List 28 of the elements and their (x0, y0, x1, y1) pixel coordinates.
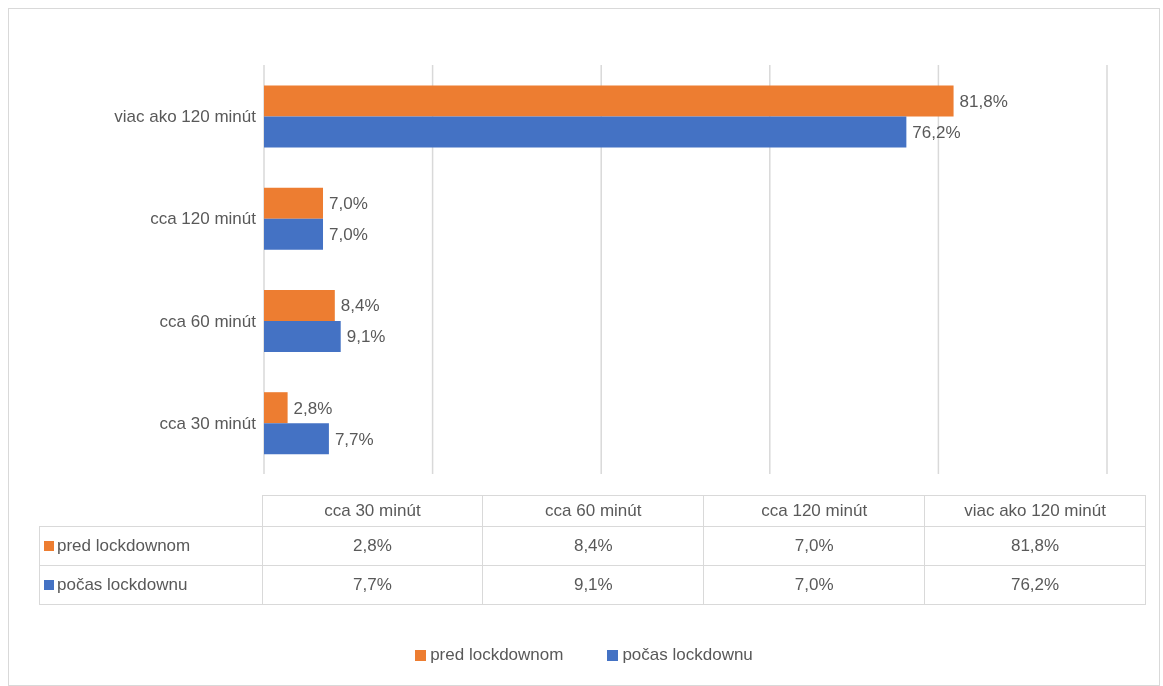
category-label: cca 30 minút (324, 501, 421, 520)
category-label: cca 60 minút (545, 501, 642, 520)
y-tick-label: cca 30 minút (159, 413, 257, 433)
text: 8,4% (573, 536, 613, 555)
legend-label: pred lockdownom (39, 526, 262, 566)
text: 81,8% (1010, 536, 1060, 555)
text: 7,0% (794, 536, 834, 555)
data-label: 81,8% (959, 91, 1008, 111)
data-label: 7,7% (334, 429, 374, 449)
data-label: 9,1% (346, 327, 386, 347)
text: 7,7% (353, 575, 392, 594)
text: 2,8% (353, 536, 392, 555)
y-tick-label: cca 120 minút (150, 209, 257, 229)
text: 9,1% (573, 575, 613, 594)
text: 76,2% (1010, 575, 1060, 594)
text: 7,0% (794, 575, 834, 594)
y-tick-label: cca 60 minút (159, 311, 257, 331)
text: pred lockdownom (430, 645, 564, 664)
data-label: 8,4% (340, 296, 380, 316)
text: počas lockdownu (622, 645, 753, 664)
data-label: 7,0% (329, 225, 368, 245)
y-tick-label: viac ako 120 minút (114, 107, 257, 127)
category-label: viac ako 120 minút (964, 501, 1106, 520)
category-label: cca 120 minút (761, 501, 868, 520)
data-label: 7,0% (329, 194, 368, 214)
legend-label: počas lockdownu (39, 565, 262, 605)
data-label: 76,2% (912, 122, 961, 142)
data-label: 2,8% (293, 398, 333, 418)
